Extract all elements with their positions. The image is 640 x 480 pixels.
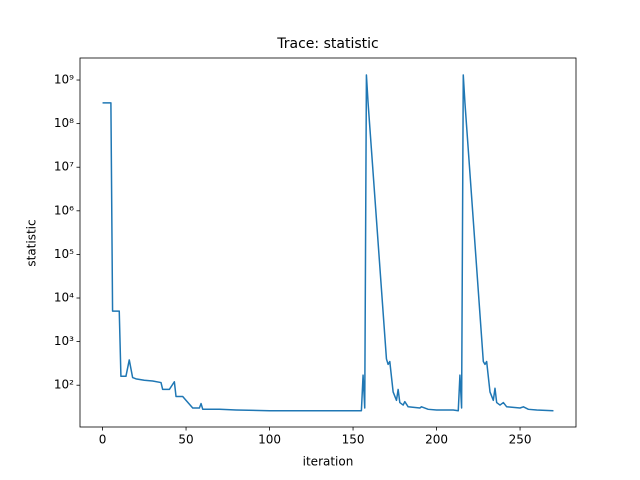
data-line: [102, 74, 554, 412]
y-tick-label: 10²: [54, 378, 74, 392]
x-tick-label: 250: [509, 433, 532, 447]
y-tick-label: 10⁵: [54, 247, 74, 261]
y-tick-label: 10³: [54, 334, 74, 348]
x-tick-label: 150: [342, 433, 365, 447]
x-tick-label: 50: [178, 433, 193, 447]
x-tick-label: 0: [99, 433, 107, 447]
y-tick-label: 10⁷: [54, 160, 74, 174]
y-tick-label: 10⁹: [54, 73, 74, 87]
y-tick-label: 10⁶: [54, 203, 74, 217]
x-tick-label: 100: [258, 433, 281, 447]
x-axis-label: iteration: [303, 455, 354, 469]
y-tick-label: 10⁴: [54, 291, 74, 305]
y-tick-label: 10⁸: [54, 116, 74, 130]
plot-frame: [79, 57, 577, 428]
x-tick-label: 200: [425, 433, 448, 447]
y-axis-label: statistic: [25, 219, 39, 266]
chart-title: Trace: statistic: [276, 36, 378, 52]
